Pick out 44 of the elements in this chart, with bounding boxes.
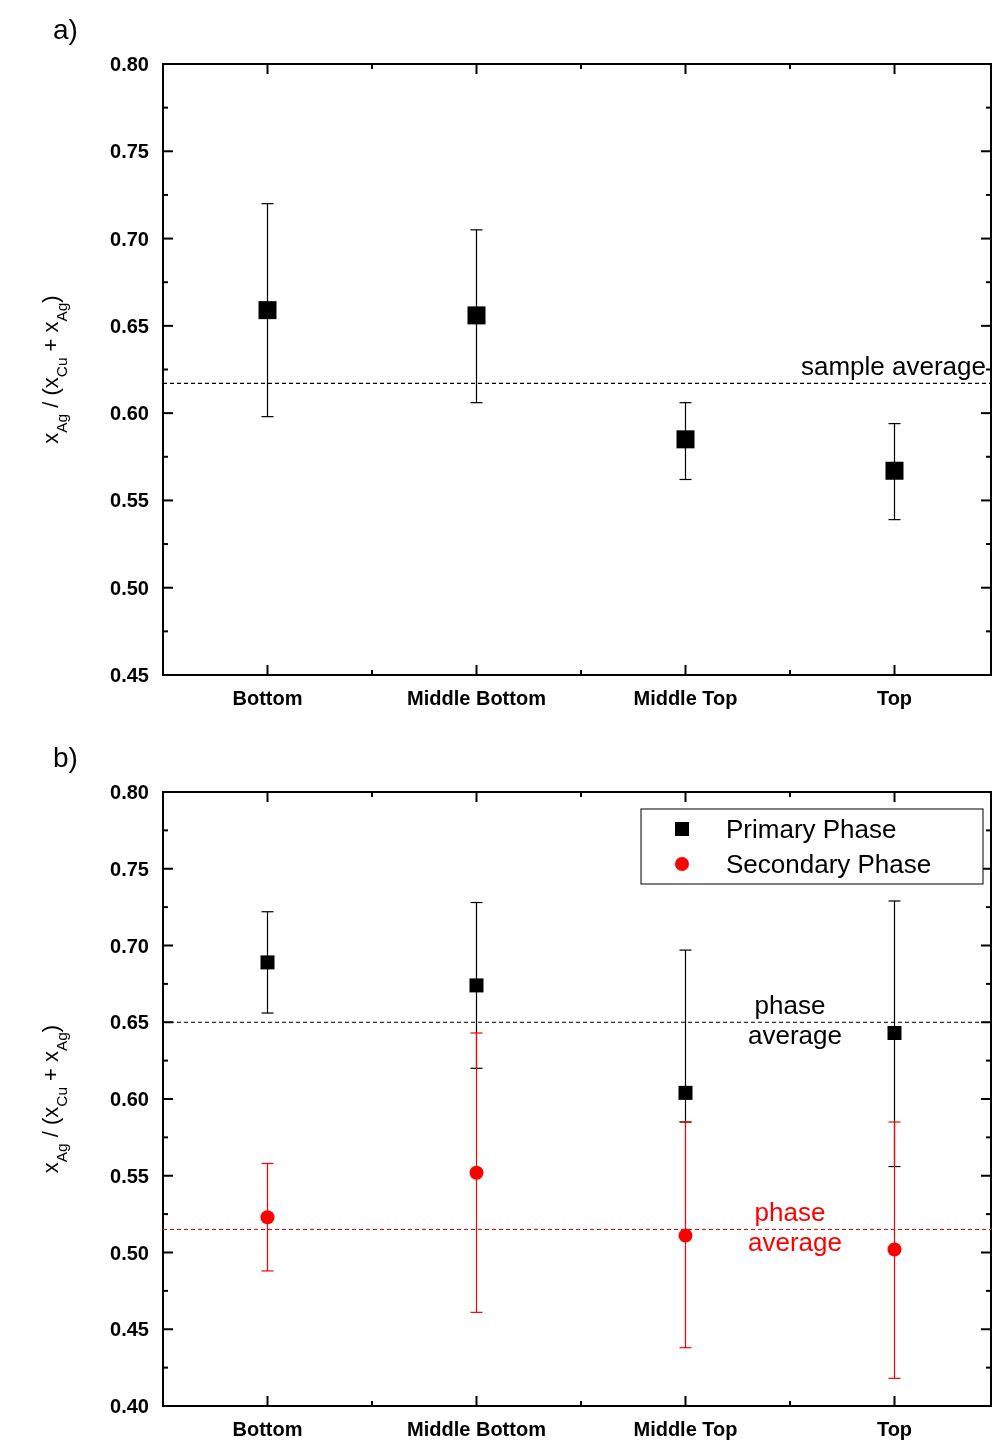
y-tick-label: 0.60 bbox=[110, 1088, 149, 1110]
y-tick-label: 0.75 bbox=[110, 857, 149, 880]
point bbox=[260, 1210, 275, 1225]
point bbox=[469, 1165, 484, 1180]
y-tick-label: 0.50 bbox=[110, 576, 149, 599]
y-tick-label: 0.40 bbox=[110, 1395, 149, 1417]
y-tick-label: 0.50 bbox=[110, 1241, 149, 1264]
point bbox=[678, 1228, 693, 1243]
y-tick-label: 0.70 bbox=[110, 934, 149, 957]
x-tick-label: Middle Top bbox=[633, 1418, 738, 1440]
point bbox=[678, 1085, 693, 1100]
x-tick-label: Middle Bottom bbox=[407, 687, 546, 709]
point bbox=[469, 978, 484, 993]
legend-label: Secondary Phase bbox=[726, 849, 932, 880]
y-tick-label: 0.70 bbox=[110, 227, 149, 250]
x-tick-label: Top bbox=[876, 1418, 913, 1440]
y-tick-label: 0.65 bbox=[110, 1011, 149, 1034]
chart-title: a) bbox=[53, 14, 78, 45]
ref-line-label: phase average bbox=[748, 1197, 842, 1258]
point bbox=[887, 1025, 902, 1040]
y-tick-label: 0.45 bbox=[110, 664, 149, 686]
y-tick-label: 0.75 bbox=[110, 140, 149, 163]
point bbox=[260, 955, 275, 970]
point bbox=[885, 461, 904, 480]
ref-line-label: phase average bbox=[748, 990, 842, 1051]
y-tick-label: 0.45 bbox=[110, 1318, 149, 1341]
y-tick-label: 0.65 bbox=[110, 314, 149, 337]
point bbox=[676, 430, 695, 449]
x-tick-label: Middle Bottom bbox=[407, 1418, 546, 1440]
x-tick-label: Top bbox=[876, 687, 913, 709]
chart-title: b) bbox=[53, 742, 78, 773]
point bbox=[887, 1242, 902, 1257]
y-tick-label: 0.55 bbox=[110, 489, 149, 512]
point bbox=[467, 306, 486, 325]
x-tick-label: Bottom bbox=[232, 1418, 303, 1440]
x-tick-label: Bottom bbox=[232, 687, 303, 709]
ref-line-label: sample average bbox=[801, 351, 986, 382]
point bbox=[258, 301, 277, 320]
x-tick-label: Middle Top bbox=[633, 687, 738, 709]
legend-label: Primary Phase bbox=[726, 814, 897, 845]
y-tick-label: 0.80 bbox=[110, 53, 149, 75]
y-tick-label: 0.55 bbox=[110, 1164, 149, 1187]
y-tick-label: 0.80 bbox=[110, 781, 149, 803]
y-tick-label: 0.60 bbox=[110, 402, 149, 425]
